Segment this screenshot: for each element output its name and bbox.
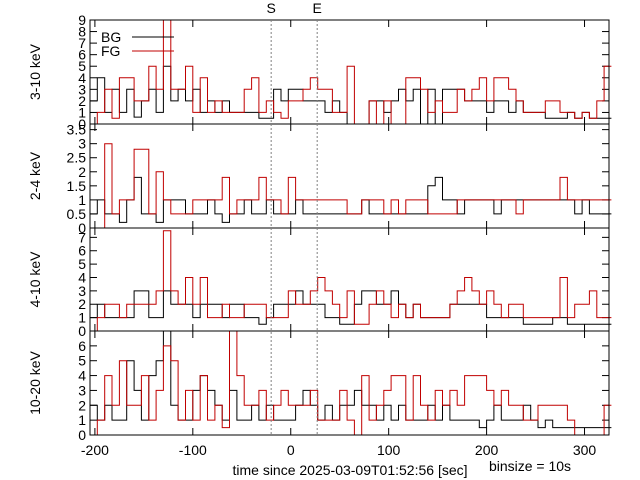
y-tick-label: 0 — [78, 116, 86, 132]
y-tick-label: 3 — [78, 136, 86, 152]
series-bg-line — [90, 290, 612, 325]
y-tick-label: 0 — [78, 427, 86, 443]
legend-label: FG — [101, 43, 120, 59]
y-tick-label: 4 — [78, 269, 86, 285]
x-tick-label: 0 — [287, 442, 295, 458]
panel-frame — [89, 330, 610, 436]
y-tick-label: 7 — [78, 229, 86, 245]
y-tick-label: 0 — [78, 323, 86, 339]
marker-label: E — [313, 0, 322, 16]
y-axis-label: 10-20 keV — [27, 350, 43, 414]
y-tick-label: 4 — [78, 368, 86, 384]
y-tick-label: 2.5 — [67, 150, 87, 166]
series-fg-line — [90, 19, 612, 125]
y-axis-label: 4-10 keV — [27, 251, 43, 308]
legend-label: BG — [101, 29, 121, 45]
y-tick-label: 5 — [78, 353, 86, 369]
y-tick-label: 2 — [78, 164, 86, 180]
y-tick-label: 2 — [78, 93, 86, 109]
x-tick-label: 100 — [377, 442, 401, 458]
y-axis-label: 2-4 keV — [27, 151, 43, 200]
y-tick-label: 7 — [78, 35, 86, 51]
y-tick-label: 1 — [78, 310, 86, 326]
y-tick-label: 1.5 — [67, 178, 87, 194]
y-tick-label: 6 — [78, 47, 86, 63]
x-tick-label: -100 — [179, 442, 207, 458]
binsize-label: binsize = 10s — [489, 458, 571, 474]
x-tick-label: 200 — [475, 442, 499, 458]
y-tick-label: 1 — [78, 104, 86, 120]
panel-frame — [89, 19, 610, 125]
panel-frame — [89, 227, 610, 332]
y-tick-label: 3 — [78, 382, 86, 398]
y-tick-label: 1 — [78, 192, 86, 208]
y-axis-label: 3-10 keV — [27, 43, 43, 100]
panel-1: 00.511.522.533.5 2-4 keV — [27, 122, 612, 236]
y-tick-label: 0 — [78, 220, 86, 236]
y-tick-label: 2 — [78, 296, 86, 312]
y-tick-label: 6 — [78, 338, 86, 354]
panel-frame — [89, 123, 610, 229]
y-tick-label: 4 — [78, 70, 86, 86]
marker-label: S — [266, 0, 275, 16]
y-tick-label: 0.5 — [67, 206, 87, 222]
series-fg-line — [90, 330, 612, 436]
y-tick-label: 3 — [78, 283, 86, 299]
y-tick-label: 1 — [78, 412, 86, 428]
x-tick-label: 300 — [573, 442, 597, 458]
x-axis-group: -200 -100 0 100 200 300 — [81, 442, 597, 458]
series-fg-line — [90, 230, 612, 332]
y-tick-label: 9 — [78, 12, 86, 28]
y-tick-label: 2 — [78, 397, 86, 413]
y-tick-label: 5 — [78, 256, 86, 272]
y-tick-label: 6 — [78, 243, 86, 259]
x-axis-label: time since 2025-03-09T01:52:56 [sec] — [232, 462, 467, 478]
series-fg-line — [90, 143, 612, 229]
y-tick-label: 8 — [78, 24, 86, 40]
y-tick-label: 5 — [78, 58, 86, 74]
y-tick-label: 3 — [78, 81, 86, 97]
x-tick-label: -200 — [81, 442, 109, 458]
series-bg-line — [90, 65, 612, 125]
y-tick-label: 3.5 — [67, 122, 87, 138]
